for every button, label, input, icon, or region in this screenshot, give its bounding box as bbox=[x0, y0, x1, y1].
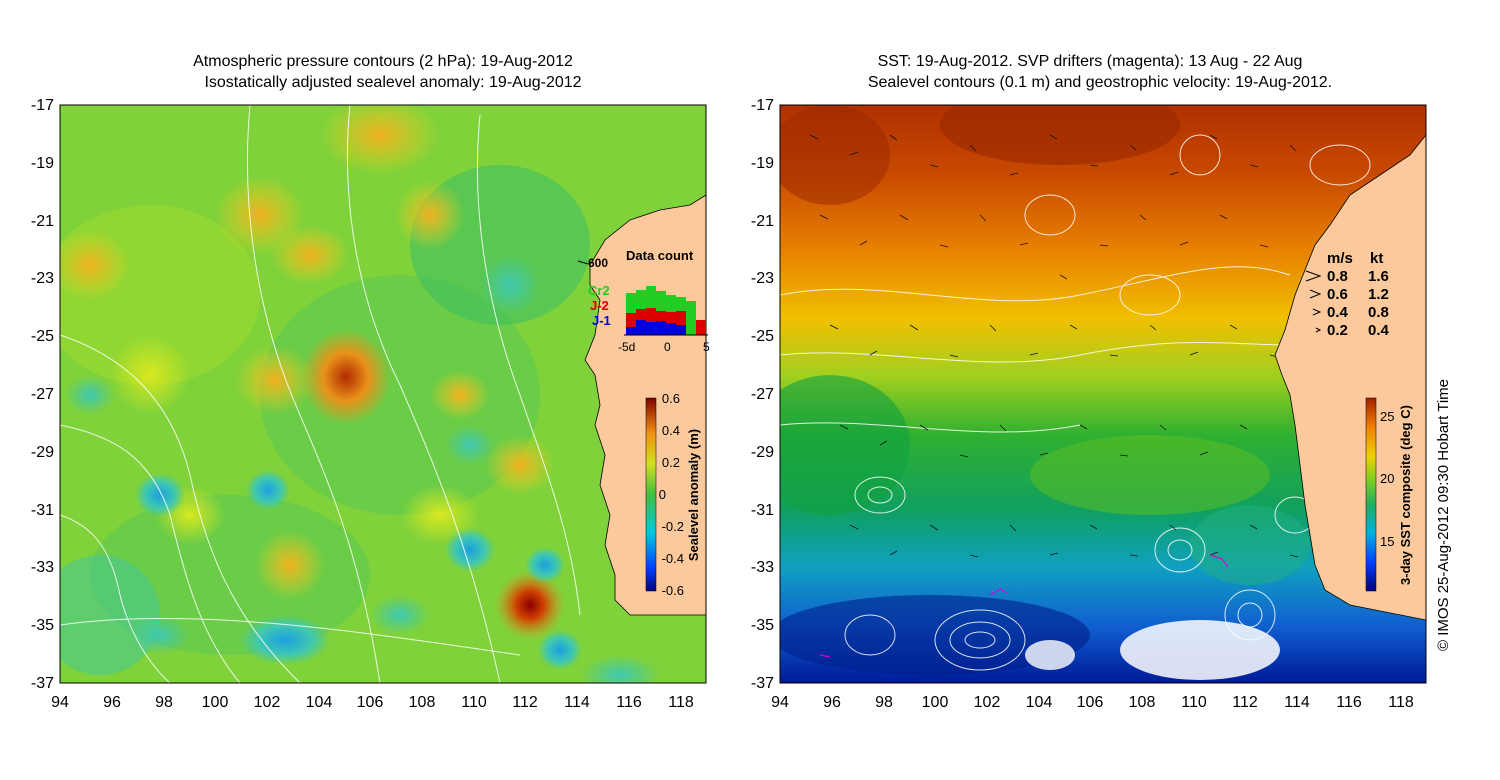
data-count-bars bbox=[626, 286, 706, 335]
data-count-max: 600 bbox=[588, 256, 608, 270]
svg-text:94: 94 bbox=[771, 694, 789, 711]
svg-text:110: 110 bbox=[461, 694, 487, 711]
inset-tick-5: 5 bbox=[703, 340, 710, 354]
right-title-line2: Sealevel contours (0.1 m) and geostrophi… bbox=[867, 74, 1333, 91]
svg-text:116: 116 bbox=[1336, 694, 1362, 711]
svg-text:98: 98 bbox=[155, 694, 173, 711]
svg-text:-23: -23 bbox=[31, 270, 54, 287]
cbar-left-tick-5: -0.4 bbox=[662, 551, 684, 566]
inset-tick-minus5d: -5d bbox=[618, 340, 635, 354]
right-x-ticks: 94 96 98 100 102 104 106 108 110 112 114… bbox=[771, 694, 1414, 711]
cbar-left-tick-6: -0.6 bbox=[662, 583, 684, 598]
legend-cr2: Cr2 bbox=[588, 283, 610, 298]
data-count-title: Data count bbox=[626, 248, 694, 263]
svg-text:110: 110 bbox=[1181, 694, 1207, 711]
svg-text:96: 96 bbox=[823, 694, 841, 711]
svg-text:0.8: 0.8 bbox=[1368, 304, 1389, 321]
svg-text:112: 112 bbox=[1232, 694, 1258, 711]
speed-legend: m/s kt 0.8 1.6 0.6 1.2 0.4 0.8 0.2 0.4 bbox=[1305, 250, 1390, 339]
svg-text:100: 100 bbox=[922, 694, 949, 711]
svg-text:1.2: 1.2 bbox=[1368, 286, 1389, 303]
right-title-line1: SST: 19-Aug-2012. SVP drifters (magenta)… bbox=[877, 53, 1303, 70]
cbar-right-tick-0: 25 bbox=[1380, 409, 1394, 424]
cbar-right-tick-1: 20 bbox=[1380, 471, 1394, 486]
svg-text:104: 104 bbox=[1026, 694, 1053, 711]
svg-text:118: 118 bbox=[668, 694, 694, 711]
cbar-right-tick-2: 15 bbox=[1380, 534, 1394, 549]
svg-text:108: 108 bbox=[1129, 694, 1156, 711]
svg-text:-29: -29 bbox=[31, 444, 54, 461]
svg-text:-37: -37 bbox=[31, 675, 54, 692]
svg-text:118: 118 bbox=[1388, 694, 1414, 711]
svg-text:-35: -35 bbox=[31, 617, 54, 634]
sealevel-colorbar-label: Sealevel anomaly (m) bbox=[686, 429, 701, 561]
svg-text:100: 100 bbox=[202, 694, 229, 711]
svg-text:-25: -25 bbox=[31, 328, 54, 345]
svg-text:116: 116 bbox=[616, 694, 642, 711]
right-y-ticks: -17 -19 -21 -23 -25 -27 -29 -31 -33 -35 … bbox=[751, 97, 774, 692]
cbar-left-tick-0: 0.6 bbox=[662, 391, 680, 406]
svg-text:0.8: 0.8 bbox=[1327, 268, 1348, 285]
svp-drifters bbox=[819, 554, 1229, 658]
svg-text:-19: -19 bbox=[31, 155, 54, 172]
sst-map: m/s kt 0.8 1.6 0.6 1.2 0.4 0.8 0.2 0.4 2… bbox=[751, 97, 1452, 711]
svg-text:94: 94 bbox=[51, 694, 69, 711]
svg-text:98: 98 bbox=[875, 694, 893, 711]
left-title-line1: Atmospheric pressure contours (2 hPa): 1… bbox=[193, 53, 573, 70]
data-count-inset: Data count 600 Cr2 J-2 J bbox=[577, 248, 710, 354]
svg-text:-21: -21 bbox=[31, 213, 54, 230]
svg-text:-17: -17 bbox=[751, 97, 774, 114]
svg-text:-37: -37 bbox=[751, 675, 774, 692]
left-x-ticks: 94 96 98 100 102 104 106 108 110 112 114… bbox=[51, 694, 694, 711]
svg-text:1.6: 1.6 bbox=[1368, 268, 1389, 285]
svg-text:114: 114 bbox=[1284, 694, 1310, 711]
inset-tick-0: 0 bbox=[664, 340, 671, 354]
sealevel-colorbar bbox=[645, 397, 657, 592]
svg-text:-35: -35 bbox=[751, 617, 774, 634]
sst-colorbar bbox=[1365, 397, 1377, 592]
svg-text:102: 102 bbox=[974, 694, 1001, 711]
svg-text:-33: -33 bbox=[31, 559, 54, 576]
svg-text:106: 106 bbox=[357, 694, 384, 711]
australia-land bbox=[1274, 134, 1426, 621]
svg-text:-31: -31 bbox=[751, 502, 774, 519]
cbar-left-tick-1: 0.4 bbox=[662, 423, 680, 438]
svg-text:102: 102 bbox=[254, 694, 281, 711]
velocity-arrows bbox=[809, 134, 1299, 558]
sst-colorbar-label: 3-day SST composite (deg C) bbox=[1398, 405, 1413, 585]
svg-text:96: 96 bbox=[103, 694, 121, 711]
svg-text:0.2: 0.2 bbox=[1327, 322, 1348, 339]
svg-text:kt: kt bbox=[1370, 250, 1383, 267]
cbar-left-tick-4: -0.2 bbox=[662, 519, 684, 534]
svg-text:104: 104 bbox=[306, 694, 333, 711]
left-y-ticks: -17 -19 -21 -23 -25 -27 -29 -31 -33 -35 … bbox=[31, 97, 54, 692]
svg-text:-17: -17 bbox=[31, 97, 54, 114]
svg-text:0.6: 0.6 bbox=[1327, 286, 1348, 303]
svg-text:-31: -31 bbox=[31, 502, 54, 519]
sealevel-anomaly-map: Data count 600 Cr2 J-2 J bbox=[31, 97, 710, 711]
legend-j2: J-2 bbox=[590, 298, 609, 313]
svg-text:-27: -27 bbox=[31, 386, 54, 403]
copyright-text: © IMOS 25-Aug-2012 09:30 Hobart Time bbox=[1435, 379, 1452, 651]
svg-text:114: 114 bbox=[564, 694, 590, 711]
svg-text:-23: -23 bbox=[751, 270, 774, 287]
svg-text:-25: -25 bbox=[751, 328, 774, 345]
svg-text:-33: -33 bbox=[751, 559, 774, 576]
legend-j1: J-1 bbox=[592, 313, 611, 328]
cbar-left-tick-2: 0.2 bbox=[662, 455, 680, 470]
svg-text:106: 106 bbox=[1077, 694, 1104, 711]
svg-text:-21: -21 bbox=[751, 213, 774, 230]
svg-text:m/s: m/s bbox=[1327, 250, 1353, 267]
svg-text:-29: -29 bbox=[751, 444, 774, 461]
left-title-line2: Isostatically adjusted sealevel anomaly:… bbox=[204, 74, 582, 91]
svg-text:0.4: 0.4 bbox=[1327, 304, 1349, 321]
cbar-left-tick-3: 0 bbox=[659, 487, 666, 502]
svg-text:0.4: 0.4 bbox=[1368, 322, 1390, 339]
svg-text:-19: -19 bbox=[751, 155, 774, 172]
svg-text:112: 112 bbox=[512, 694, 538, 711]
svg-text:108: 108 bbox=[409, 694, 436, 711]
svg-text:-27: -27 bbox=[751, 386, 774, 403]
